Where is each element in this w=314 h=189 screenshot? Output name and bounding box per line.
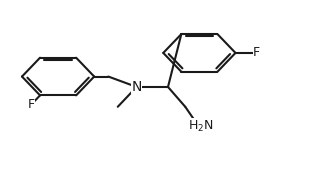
Text: F: F — [28, 98, 35, 111]
Text: N: N — [131, 80, 142, 94]
Text: H$_2$N: H$_2$N — [187, 119, 213, 134]
Text: F: F — [253, 46, 260, 59]
